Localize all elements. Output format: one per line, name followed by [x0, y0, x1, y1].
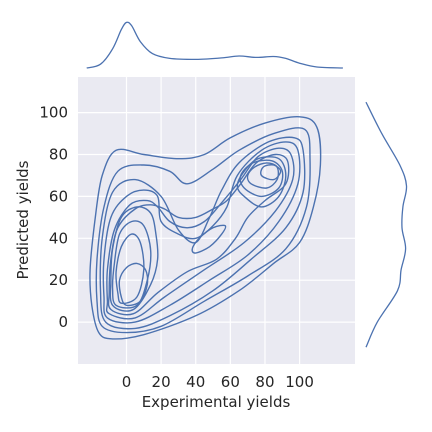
x-axis-label: Experimental yields — [142, 393, 291, 411]
kde-contour-level-10 — [118, 262, 149, 307]
kde-contour-level-4 — [102, 141, 301, 324]
y-tick-label: 0 — [58, 313, 68, 331]
kde-contour-level-5 — [105, 147, 295, 320]
x-tick-label: 40 — [186, 373, 205, 391]
kde-contour-level-4 — [191, 224, 227, 254]
x-tick-labels: 0 20 40 60 80 100 — [122, 373, 314, 391]
y-tick-label: 60 — [49, 187, 68, 205]
marginal-y-density — [365, 101, 408, 348]
kde-contour-level-7 — [236, 156, 287, 208]
kde-contour-level-9 — [115, 233, 145, 305]
y-axis-label: Predicted yields — [14, 160, 32, 279]
kde-contour-level-8 — [111, 220, 152, 309]
grid-lines — [78, 77, 355, 364]
y-tick-label: 80 — [49, 146, 68, 164]
x-tick-label: 80 — [255, 373, 274, 391]
y-tick-labels: 0 20 40 60 80 100 — [39, 104, 68, 331]
x-tick-label: 0 — [122, 373, 132, 391]
y-tick-label: 40 — [49, 229, 68, 247]
kde-contour-level-1 — [89, 116, 322, 340]
kde-contour-level-8 — [239, 159, 284, 198]
kde-contour-level-2 — [95, 127, 311, 334]
y-tick-label: 100 — [39, 104, 68, 122]
marginal-x-density — [86, 21, 343, 69]
x-tick-label: 20 — [152, 373, 171, 391]
x-tick-label: 60 — [221, 373, 240, 391]
kde-contour-level-9 — [246, 162, 280, 189]
kde-contour-level-7 — [109, 206, 159, 312]
kde-contour-level-10 — [260, 164, 282, 181]
kde-contours — [89, 116, 322, 340]
x-tick-label: 100 — [285, 373, 314, 391]
kde-contour-level-3 — [99, 136, 306, 330]
y-tick-label: 20 — [49, 271, 68, 289]
